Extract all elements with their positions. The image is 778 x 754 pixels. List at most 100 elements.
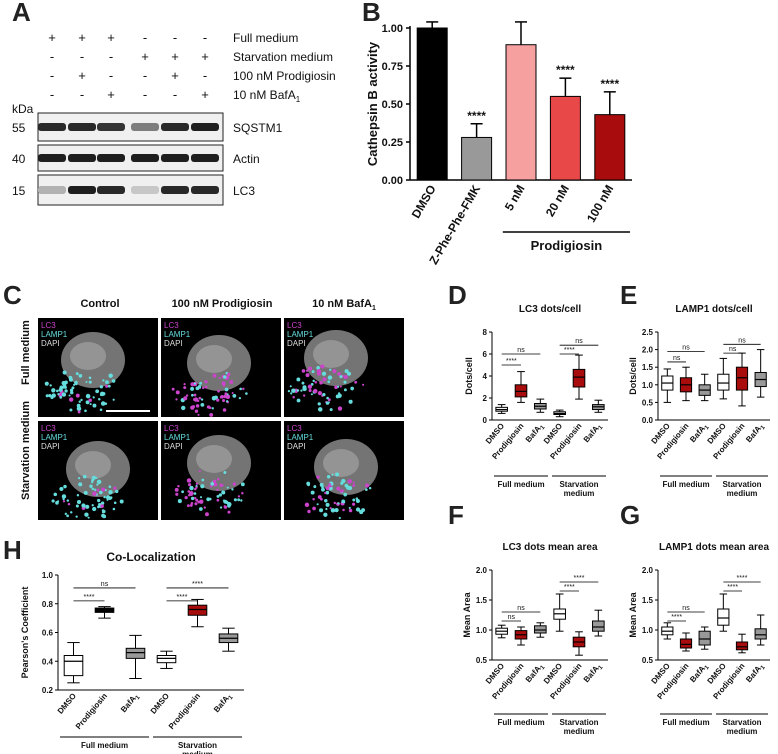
- group-label: Full medium: [81, 741, 128, 750]
- x-tick-label: BafA1: [744, 661, 767, 685]
- puncta: [188, 491, 194, 496]
- puncta: [301, 381, 305, 385]
- puncta: [191, 393, 194, 397]
- puncta: [91, 487, 95, 491]
- puncta: [193, 496, 197, 500]
- puncta: [223, 471, 227, 475]
- stain-label: LAMP1: [164, 433, 191, 442]
- puncta: [107, 384, 111, 388]
- puncta: [194, 409, 199, 413]
- y-tick-label: 0.4: [42, 657, 54, 666]
- puncta: [76, 499, 82, 505]
- puncta: [194, 502, 198, 506]
- puncta: [76, 493, 80, 497]
- puncta: [242, 387, 245, 391]
- puncta: [91, 475, 96, 480]
- puncta: [296, 398, 301, 403]
- x-tick-label: BafA1: [582, 421, 605, 445]
- puncta: [326, 475, 331, 479]
- puncta: [225, 394, 231, 400]
- chart-title: LAMP1 dots mean area: [659, 542, 769, 553]
- x-tick-sub: 1: [704, 664, 711, 671]
- nucleolus: [75, 451, 111, 479]
- blot-band: [97, 186, 125, 194]
- puncta: [62, 497, 65, 501]
- puncta: [296, 377, 301, 382]
- puncta: [200, 398, 204, 401]
- puncta: [232, 482, 236, 486]
- stain-label: LC3: [41, 424, 56, 433]
- lamp1-dots-per-cell-chart: LAMP1 dots/cell 0.0 0.5 1.0 1.5 2.0 2.5 Dots/ce…: [628, 304, 770, 498]
- blot-band: [97, 123, 125, 131]
- y-tick-label: 0.75: [382, 61, 403, 73]
- stain-label: LAMP1: [164, 330, 191, 339]
- puncta: [199, 507, 203, 511]
- puncta: [210, 481, 215, 486]
- y-tick-label: 0.25: [382, 137, 403, 149]
- puncta: [312, 379, 315, 383]
- box: [717, 373, 730, 391]
- condition-label: 10 nM BafA1: [233, 88, 301, 104]
- puncta: [334, 508, 339, 513]
- puncta: [319, 482, 324, 487]
- x-tick-sub: 1: [540, 664, 547, 671]
- puncta: [195, 404, 200, 408]
- puncta: [175, 390, 180, 395]
- puncta: [339, 489, 344, 493]
- puncta: [93, 488, 97, 492]
- y-tick-label: 0.5: [476, 656, 488, 665]
- puncta: [212, 479, 217, 484]
- microscopy-panel: Control 100 nM Prodigiosin 10 nM BafA1 F…: [0, 295, 450, 520]
- condition-sign: +: [107, 30, 115, 45]
- puncta: [359, 510, 364, 515]
- condition-label: Full medium: [233, 31, 298, 45]
- blot-band: [191, 154, 219, 162]
- blot-band: [68, 123, 96, 131]
- puncta: [339, 385, 342, 388]
- condition-sign: -: [203, 68, 207, 83]
- box: [94, 607, 115, 613]
- puncta: [198, 470, 201, 473]
- puncta: [190, 405, 195, 410]
- puncta: [84, 409, 87, 413]
- puncta: [329, 507, 332, 510]
- puncta: [73, 383, 76, 386]
- group-label: medium: [564, 727, 595, 736]
- puncta: [88, 398, 92, 403]
- puncta: [92, 403, 97, 408]
- puncta: [338, 516, 341, 520]
- puncta: [325, 490, 330, 495]
- puncta: [223, 499, 228, 504]
- y-axis-label: Pearson's Coefficient: [20, 587, 30, 679]
- condition-sign: +: [141, 49, 149, 64]
- puncta: [189, 485, 194, 491]
- bar: [594, 114, 626, 181]
- puncta: [213, 482, 218, 487]
- puncta: [199, 496, 203, 499]
- puncta: [88, 380, 92, 384]
- puncta: [342, 500, 346, 504]
- y-tick-label: 4: [483, 372, 488, 381]
- y-axis-label: Cathepsin B activity: [365, 41, 380, 166]
- puncta: [330, 508, 336, 513]
- condition-sign: -: [109, 68, 113, 83]
- y-tick-label: 0.5: [642, 398, 654, 407]
- puncta: [87, 394, 90, 397]
- significance-label: ****: [506, 358, 517, 365]
- panel-letter-a: A: [12, 0, 31, 27]
- puncta: [335, 472, 340, 477]
- y-axis-label: Dots/cell: [464, 357, 474, 395]
- puncta: [85, 400, 90, 405]
- y-tick-label: 2.0: [642, 566, 654, 575]
- condition-label-sub: 1: [296, 95, 301, 104]
- puncta: [220, 394, 224, 399]
- puncta: [212, 373, 217, 378]
- group-label: Full medium: [662, 718, 709, 727]
- y-tick-label: 0.2: [42, 686, 54, 695]
- stain-label: LC3: [41, 321, 56, 330]
- puncta: [100, 401, 106, 406]
- condition-sign: -: [80, 87, 84, 102]
- x-tick-label: Prodigiosin: [167, 691, 202, 731]
- chart-title: LC3 dots mean area: [502, 542, 597, 553]
- puncta: [289, 385, 292, 388]
